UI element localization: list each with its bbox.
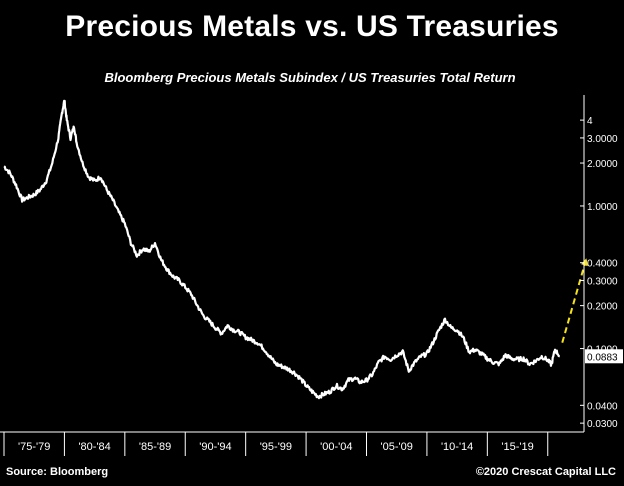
copyright-note: ©2020 Crescat Capital LLC	[475, 466, 616, 478]
x-tick-label: '15-'19	[501, 441, 533, 453]
projection-arrow-line	[561, 257, 588, 343]
last-value-box	[585, 349, 623, 364]
y-tick-label: 0.0300	[587, 419, 618, 430]
x-tick-label: '05-'09	[381, 441, 413, 453]
x-tick-label: '75-'79	[18, 441, 50, 453]
y-tick-label: 2.0000	[587, 159, 618, 170]
chart-subtitle: Bloomberg Precious Metals Subindex / US …	[104, 70, 516, 85]
y-tick-label: 1.0000	[587, 202, 618, 213]
x-tick-label: '00-'04	[320, 441, 352, 453]
y-tick-label: 3.0000	[587, 134, 618, 145]
y-axis: 43.00002.00001.00000.40000.30000.20000.1…	[580, 95, 623, 432]
last-value-label: 0.0883	[587, 352, 618, 363]
source-note: Source: Bloomberg	[6, 466, 109, 478]
series-line	[3, 99, 561, 400]
x-tick-label: '85-'89	[139, 441, 171, 453]
x-tick-label: '80-'84	[78, 441, 110, 453]
y-tick-label: 0.3000	[587, 277, 618, 288]
chart-title: Precious Metals vs. US Treasuries	[65, 10, 559, 43]
y-tick-label: 0.4000	[587, 259, 618, 270]
x-axis: '75-'79 '80-'84 '85-'89 '90-'94 '95-'99 '00-'…	[0, 431, 584, 456]
y-tick-label: 4	[587, 116, 593, 127]
series-layer	[3, 99, 588, 400]
x-tick-label: '95-'99	[260, 441, 292, 453]
x-tick-label: '90-'94	[199, 441, 231, 453]
y-tick-label: 0.2000	[587, 302, 618, 313]
x-tick-label: '10-'14	[441, 441, 473, 453]
y-tick-label: 0.0400	[587, 401, 618, 412]
